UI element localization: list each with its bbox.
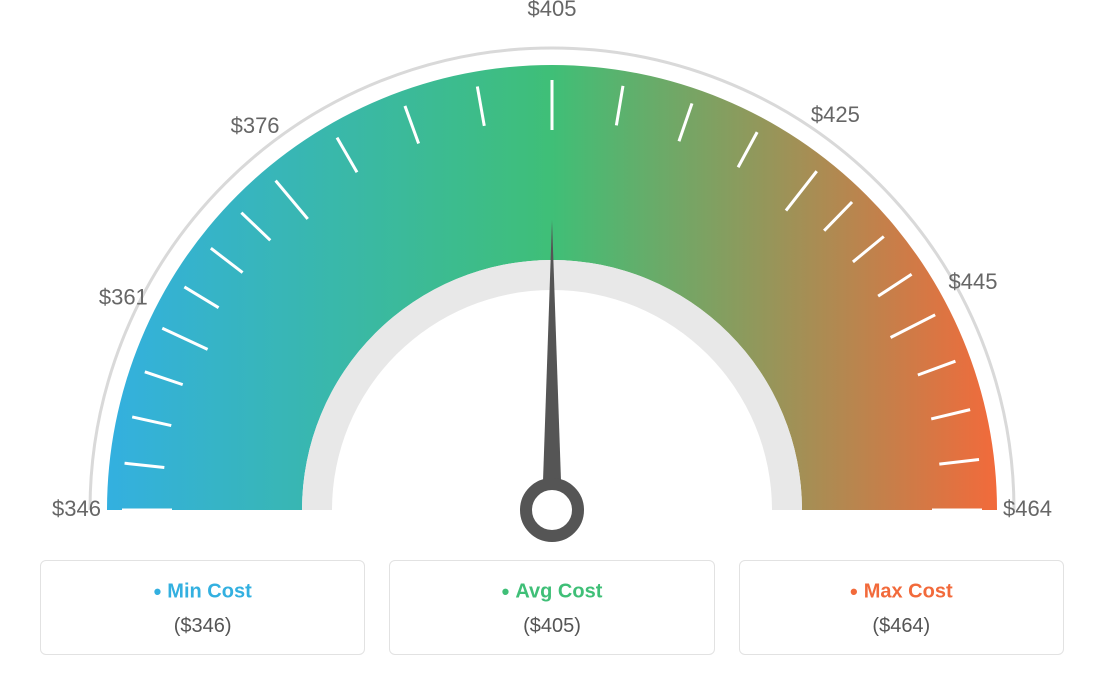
legend-title-max: • Max Cost <box>750 579 1053 605</box>
legend-card-max: • Max Cost ($464) <box>739 560 1064 655</box>
dot-icon: • <box>850 579 858 604</box>
gauge-svg: $346 $361 $376 $405 $425 $445 $464 <box>0 0 1104 560</box>
legend-value-max: ($464) <box>750 615 1053 638</box>
dot-icon: • <box>154 579 162 604</box>
gauge-tick-label: $361 <box>99 285 148 310</box>
legend-title-avg: •Avg Cost <box>400 579 703 605</box>
gauge-tick-label: $405 <box>528 0 577 21</box>
cost-gauge: $346 $361 $376 $405 $425 $445 $464 <box>0 0 1104 560</box>
legend-title-min: •Min Cost <box>51 579 354 605</box>
legend-value-min: ($346) <box>51 615 354 638</box>
gauge-tick-label: $464 <box>1003 496 1052 521</box>
legend-label-max: Max Cost <box>864 580 953 602</box>
gauge-pivot <box>526 484 578 536</box>
legend-card-avg: •Avg Cost ($405) <box>389 560 714 655</box>
gauge-tick-label: $376 <box>231 113 280 138</box>
legend-value-avg: ($405) <box>400 615 703 638</box>
legend-label-avg: Avg Cost <box>515 580 602 602</box>
legend-row: •Min Cost ($346) •Avg Cost ($405) •Max C… <box>0 560 1104 675</box>
legend-card-min: •Min Cost ($346) <box>40 560 365 655</box>
dot-icon: • <box>502 579 510 604</box>
legend-label-min: Min Cost <box>167 580 251 602</box>
gauge-tick-label: $425 <box>811 102 860 127</box>
gauge-tick-label: $346 <box>52 496 101 521</box>
gauge-tick-label: $445 <box>949 269 998 294</box>
